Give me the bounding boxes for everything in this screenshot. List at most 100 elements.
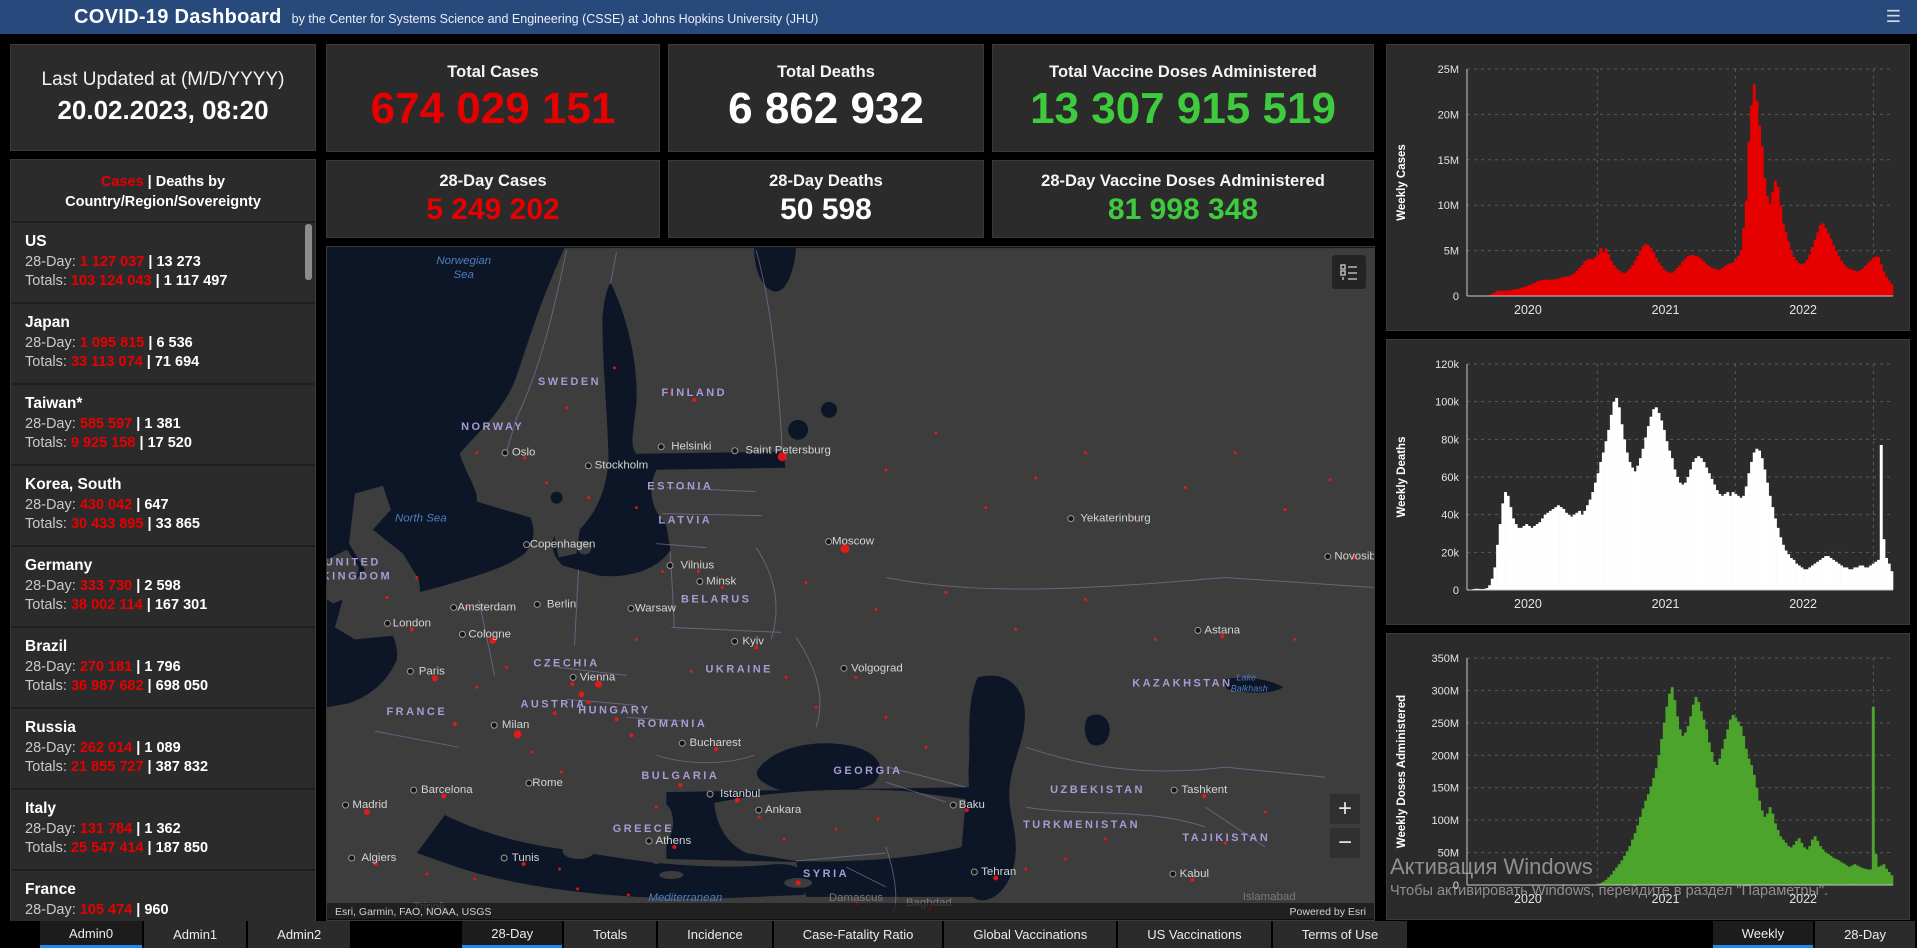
stat-value: 50 598 bbox=[780, 192, 872, 226]
tab-totals[interactable]: Totals bbox=[564, 921, 657, 948]
svg-text:Lake: Lake bbox=[1237, 672, 1256, 682]
tab-us-vaccinations[interactable]: US Vaccinations bbox=[1118, 921, 1271, 948]
svg-text:FINLAND: FINLAND bbox=[661, 387, 727, 399]
svg-text:TURKMENISTAN: TURKMENISTAN bbox=[1023, 819, 1140, 831]
svg-text:Kabul: Kabul bbox=[1180, 868, 1209, 880]
country-row[interactable]: Japan 28-Day: 1 095 815 | 6 536 Totals: 33… bbox=[11, 301, 315, 383]
svg-text:60k: 60k bbox=[1441, 472, 1459, 484]
svg-text:Tunis: Tunis bbox=[512, 852, 540, 864]
tab-admin0[interactable]: Admin0 bbox=[40, 921, 143, 948]
country-list-header: Cases | Deaths by Country/Region/Soverei… bbox=[65, 174, 261, 211]
tab-incidence[interactable]: Incidence bbox=[658, 921, 772, 948]
svg-text:20M: 20M bbox=[1438, 109, 1459, 121]
svg-text:KINGDOM: KINGDOM bbox=[327, 571, 392, 583]
tab-admin1[interactable]: Admin1 bbox=[144, 921, 247, 948]
tab-28-day[interactable]: 28-Day bbox=[462, 921, 563, 948]
stat-label: 28-Day Deaths bbox=[769, 171, 883, 190]
legend-button[interactable] bbox=[1332, 255, 1366, 289]
svg-text:Paris: Paris bbox=[419, 665, 445, 677]
country-row[interactable]: Taiwan* 28-Day: 585 597 | 1 381 Totals: 9 … bbox=[11, 382, 315, 464]
page-title: COVID-19 Dashboard bbox=[74, 5, 282, 28]
country-name: Korea, South bbox=[25, 475, 122, 493]
cases-header-word: Cases bbox=[100, 174, 144, 190]
last-updated-label: Last Updated at (M/D/YYYY) bbox=[41, 69, 285, 90]
country-list-panel: Cases | Deaths by Country/Region/Soverei… bbox=[10, 159, 316, 948]
svg-text:Stockholm: Stockholm bbox=[595, 460, 649, 472]
svg-text:10M: 10M bbox=[1438, 200, 1459, 212]
bottom-tab-bar: Admin0 Admin1 Admin2 28-Day Totals Incidence C… bbox=[0, 921, 1917, 948]
attribution-text: Esri, Garmin, FAO, NOAA, USGS bbox=[335, 905, 492, 918]
svg-text:Norwegian: Norwegian bbox=[436, 255, 491, 267]
stat-value: 81 998 348 bbox=[1107, 192, 1259, 226]
weekly-deaths-chart[interactable]: 0 20k 40k 60k 80k 100k 120k 2020 2021 2022 Weekly … bbox=[1386, 339, 1910, 625]
svg-text:Milan: Milan bbox=[502, 719, 529, 731]
powered-by-esri: Powered by Esri bbox=[1289, 905, 1366, 918]
svg-text:Minsk: Minsk bbox=[706, 575, 736, 587]
28-day-cases-card: 28-Day Cases 5 249 202 bbox=[326, 160, 660, 238]
total-deaths-card: Total Deaths 6 862 932 bbox=[668, 44, 984, 152]
svg-text:UKRAINE: UKRAINE bbox=[705, 663, 772, 675]
svg-text:BULGARIA: BULGARIA bbox=[641, 770, 719, 782]
svg-text:25M: 25M bbox=[1438, 64, 1459, 76]
svg-text:Rome: Rome bbox=[532, 777, 563, 789]
svg-text:Madrid: Madrid bbox=[352, 799, 387, 811]
svg-text:London: London bbox=[393, 617, 431, 629]
weekly-cases-chart[interactable]: 0 5M 10M 15M 20M 25M 2020 2021 2022 Weekly Cases bbox=[1386, 44, 1910, 331]
total-cases-card: Total Cases 674 029 151 bbox=[326, 44, 660, 152]
tab-terms-of-use[interactable]: Terms of Use bbox=[1272, 921, 1408, 948]
stat-label: Total Deaths bbox=[777, 62, 875, 81]
hamburger-icon[interactable]: ☰ bbox=[1885, 7, 1901, 26]
svg-text:AUSTRIA: AUSTRIA bbox=[520, 698, 586, 710]
tab-28-day[interactable]: 28-Day bbox=[1815, 921, 1915, 948]
country-name: Brazil bbox=[25, 637, 68, 655]
tab-case-fatality-ratio[interactable]: Case-Fatality Ratio bbox=[773, 921, 943, 948]
svg-text:100k: 100k bbox=[1435, 397, 1459, 409]
28-day-deaths-card: 28-Day Deaths 50 598 bbox=[668, 160, 984, 238]
zoom-out-button[interactable]: − bbox=[1330, 828, 1360, 858]
svg-text:KAZAKHSTAN: KAZAKHSTAN bbox=[1132, 677, 1232, 689]
svg-text:SYRIA: SYRIA bbox=[803, 868, 849, 880]
svg-text:Vienna: Vienna bbox=[580, 671, 616, 683]
country-name: Taiwan* bbox=[25, 394, 83, 412]
svg-text:80k: 80k bbox=[1441, 434, 1459, 446]
header-bar: COVID-19 Dashboard by the Center for Sys… bbox=[0, 0, 1917, 34]
country-name: Russia bbox=[25, 718, 76, 736]
tab-weekly[interactable]: Weekly bbox=[1712, 921, 1814, 948]
country-name: Italy bbox=[25, 799, 57, 817]
tab-global-vaccinations[interactable]: Global Vaccinations bbox=[944, 921, 1117, 948]
svg-text:Novosib: Novosib bbox=[1334, 551, 1374, 563]
svg-text:2022: 2022 bbox=[1789, 303, 1817, 317]
country-row[interactable]: US 28-Day: 1 127 037 | 13 273 Totals: 103 … bbox=[11, 220, 315, 302]
map-attribution: Esri, Garmin, FAO, NOAA, USGS Powered by… bbox=[327, 903, 1374, 920]
weekly-deaths-svg: 0 20k 40k 60k 80k 100k 120k 2020 2021 2022 Weekly … bbox=[1396, 359, 1894, 611]
list-scrollbar-thumb[interactable] bbox=[305, 224, 312, 280]
svg-text:UZBEKISTAN: UZBEKISTAN bbox=[1050, 784, 1145, 796]
svg-text:50M: 50M bbox=[1438, 848, 1459, 860]
stat-label: 28-Day Vaccine Doses Administered bbox=[1041, 171, 1325, 190]
svg-text:200M: 200M bbox=[1431, 750, 1459, 762]
stat-value: 6 862 932 bbox=[728, 83, 924, 133]
country-row[interactable]: Brazil 28-Day: 270 181 | 1 796 Totals: 36 … bbox=[11, 625, 315, 707]
svg-text:Berlin: Berlin bbox=[547, 598, 576, 610]
svg-text:15M: 15M bbox=[1438, 155, 1459, 167]
country-row[interactable]: Russia 28-Day: 262 014 | 1 089 Totals: 21 … bbox=[11, 706, 315, 788]
stat-value: 674 029 151 bbox=[370, 83, 616, 133]
last-updated-card: Last Updated at (M/D/YYYY) 20.02.2023, 0… bbox=[10, 44, 316, 151]
covid-case-dots bbox=[363, 366, 1358, 911]
svg-text:GREECE: GREECE bbox=[613, 823, 674, 835]
svg-text:Amsterdam: Amsterdam bbox=[457, 601, 516, 613]
svg-text:2022: 2022 bbox=[1789, 892, 1817, 906]
svg-text:Kyiv: Kyiv bbox=[742, 635, 764, 647]
svg-text:350M: 350M bbox=[1431, 653, 1459, 665]
svg-text:BELARUS: BELARUS bbox=[681, 593, 751, 605]
weekly-doses-chart[interactable]: 0 50M 100M 150M 200M 250M 300M 350M 2020 2021 2022… bbox=[1386, 633, 1910, 920]
world-map[interactable]: Norwegian Sea North Sea Mediterranean Lake Ba… bbox=[326, 246, 1375, 921]
tab-admin2[interactable]: Admin2 bbox=[248, 921, 351, 948]
country-row[interactable]: Korea, South 28-Day: 430 042 | 647 Totals:… bbox=[11, 463, 315, 545]
svg-text:Weekly Doses Administered: Weekly Doses Administered bbox=[1396, 695, 1408, 848]
zoom-in-button[interactable]: + bbox=[1330, 794, 1360, 824]
country-row[interactable]: Germany 28-Day: 333 730 | 2 598 Totals: 38… bbox=[11, 544, 315, 626]
country-row[interactable]: Italy 28-Day: 131 784 | 1 362 Totals: 25 5… bbox=[11, 787, 315, 869]
